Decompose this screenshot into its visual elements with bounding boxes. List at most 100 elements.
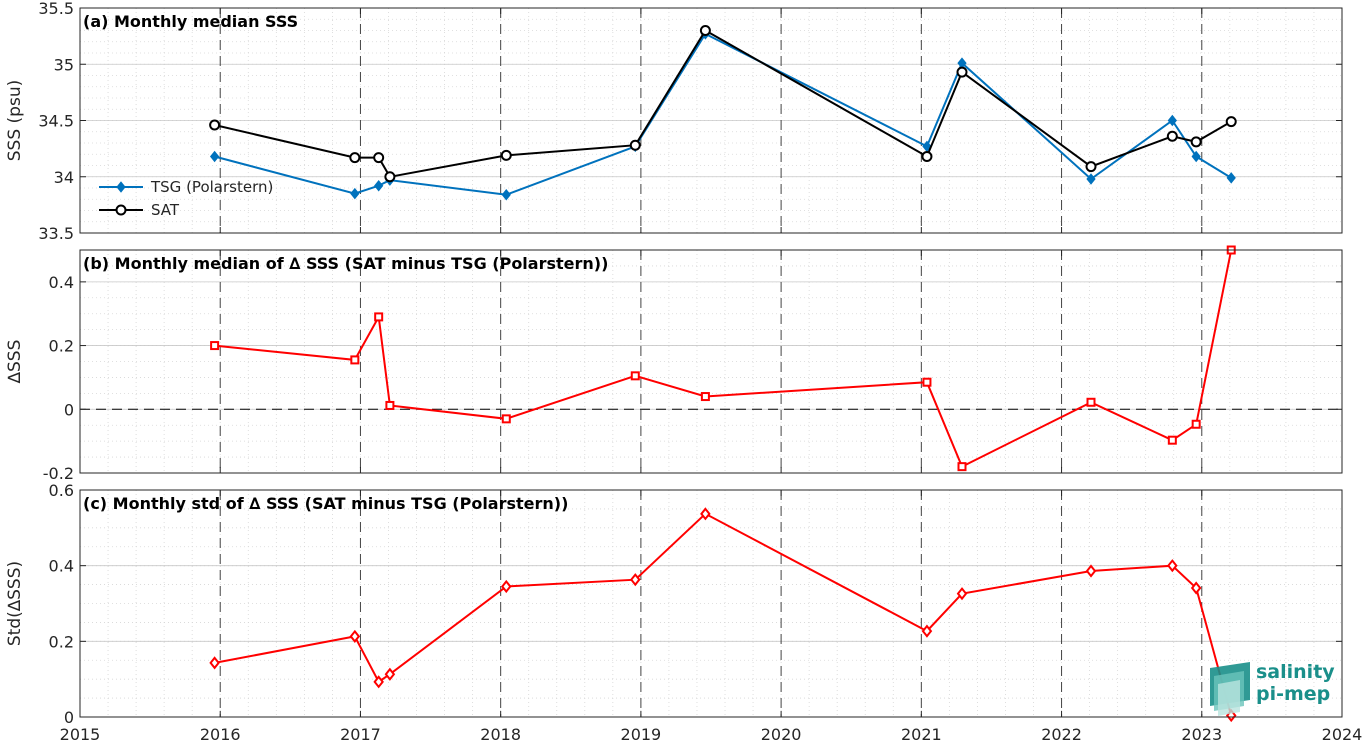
legend-label: TSG (Polarstern) xyxy=(150,178,273,196)
y-tick-label: 35 xyxy=(54,55,74,74)
y-tick-label: 0.6 xyxy=(49,481,74,500)
data-point xyxy=(210,341,220,351)
y-tick-label: 34.5 xyxy=(38,112,74,131)
data-point xyxy=(699,25,711,36)
data-point xyxy=(922,377,932,387)
y-tick-label: 0 xyxy=(64,708,74,727)
y-tick-label: 33.5 xyxy=(38,224,74,243)
panel-title: (c) Monthly std of ∆ SSS (SAT minus TSG … xyxy=(83,494,568,513)
data-point xyxy=(374,179,384,192)
y-tick-label: -0.2 xyxy=(43,464,74,483)
data-point xyxy=(350,187,360,200)
plot-border xyxy=(79,7,1343,234)
data-point xyxy=(384,667,396,681)
y-axis-ticks: 0 0.2 0.4 0.6 xyxy=(49,481,1342,727)
data-point xyxy=(500,149,512,161)
data-point xyxy=(349,152,361,164)
legend-entry: TSG (Polarstern) xyxy=(99,178,273,196)
data-point xyxy=(384,171,396,183)
data-point xyxy=(373,675,384,689)
data-point xyxy=(1085,161,1097,173)
panel-b: -0.2 0 0.2 0.4 ∆SSS (b) Monthly median of ∆ S… xyxy=(5,245,1343,483)
y-tick-label: 35.5 xyxy=(38,0,74,18)
panel-a: 33.5 34 34.5 35 35.5 SSS (psu) TSG (Polarstern… xyxy=(5,0,1343,243)
data-point xyxy=(1226,172,1236,184)
y-tick-label: 0.2 xyxy=(49,337,74,356)
panel-c: 0 0.2 0.4 0.6 Std(∆SSS) (c) Monthly std of ∆ … xyxy=(5,481,1343,727)
legend-swatch-marker xyxy=(115,204,127,216)
legend-swatch-marker xyxy=(116,181,126,193)
series-sat xyxy=(209,25,1237,183)
y-tick-label: 0.4 xyxy=(49,557,74,576)
x-tick-label: 2024 xyxy=(1322,725,1363,744)
y-tick-label: 0.4 xyxy=(49,273,74,292)
y-axis-label: Std(∆SSS) xyxy=(5,561,25,646)
data-point xyxy=(373,152,385,164)
data-point xyxy=(1085,564,1097,578)
data-point xyxy=(501,188,511,201)
data-point xyxy=(385,400,395,410)
x-tick-label: 2021 xyxy=(901,725,942,744)
data-point xyxy=(349,629,361,644)
data-point xyxy=(374,312,384,322)
plot-border xyxy=(79,249,1343,474)
data-point xyxy=(1167,114,1177,127)
data-point xyxy=(209,150,220,163)
legend-label: SAT xyxy=(151,201,180,219)
data-point xyxy=(629,139,641,151)
data-point xyxy=(1086,173,1096,185)
x-tick-label: 2019 xyxy=(621,725,662,744)
data-point xyxy=(501,414,511,424)
wave-icon xyxy=(1210,662,1250,716)
data-point xyxy=(1166,130,1178,142)
data-point xyxy=(629,573,641,587)
plot-area xyxy=(80,490,1342,717)
data-point xyxy=(1167,559,1178,573)
data-point xyxy=(209,119,221,131)
y-tick-label: 34 xyxy=(54,168,74,187)
data-point xyxy=(500,579,512,594)
data-point xyxy=(956,587,968,601)
x-tick-label: 2017 xyxy=(340,725,381,744)
legend-entry: SAT xyxy=(99,201,180,219)
x-tick-label: 2016 xyxy=(200,725,241,744)
data-point xyxy=(1191,150,1201,163)
data-point xyxy=(630,371,640,381)
x-axis-ticks: 2015 2016 2017 2018 2019 2020 2021 2022 2023 2024 xyxy=(60,725,1363,744)
panel-title: (a) Monthly median SSS xyxy=(83,12,298,31)
y-axis-ticks: 33.5 34 34.5 35 35.5 xyxy=(38,0,1342,243)
data-point xyxy=(1191,419,1201,429)
data-point xyxy=(956,66,968,78)
data-point xyxy=(209,656,220,670)
data-point xyxy=(1190,581,1202,595)
y-tick-label: 0.2 xyxy=(49,632,74,651)
logo-text-top: salinity xyxy=(1256,661,1335,683)
panel-title: (b) Monthly median of ∆ SSS (SAT minus T… xyxy=(83,254,608,273)
plot-area xyxy=(80,250,1342,473)
logo-text-bottom: pi-mep xyxy=(1256,683,1330,705)
series-line-0 xyxy=(209,507,1237,723)
data-point xyxy=(700,507,711,521)
x-tick-label: 2022 xyxy=(1041,725,1082,744)
legend: TSG (Polarstern) SAT xyxy=(99,178,273,219)
y-axis-label: ∆SSS xyxy=(5,340,25,385)
data-point xyxy=(700,392,710,402)
y-axis-ticks: -0.2 0 0.2 0.4 xyxy=(43,273,1342,483)
data-point xyxy=(1190,136,1202,148)
data-point xyxy=(957,462,967,472)
x-tick-label: 2015 xyxy=(60,725,101,744)
data-point xyxy=(921,624,933,638)
y-tick-label: 0 xyxy=(64,400,74,419)
data-point xyxy=(1167,435,1177,445)
data-point xyxy=(1225,116,1237,128)
y-axis-label: SSS (psu) xyxy=(5,80,25,161)
data-point xyxy=(350,355,360,365)
salinity-pi-mep-logo: salinity pi-mep xyxy=(1210,661,1335,716)
data-point xyxy=(1086,397,1096,407)
x-tick-label: 2023 xyxy=(1181,725,1222,744)
plot-border xyxy=(79,489,1343,718)
x-tick-label: 2020 xyxy=(761,725,802,744)
x-tick-label: 2018 xyxy=(480,725,521,744)
data-point xyxy=(921,151,933,162)
